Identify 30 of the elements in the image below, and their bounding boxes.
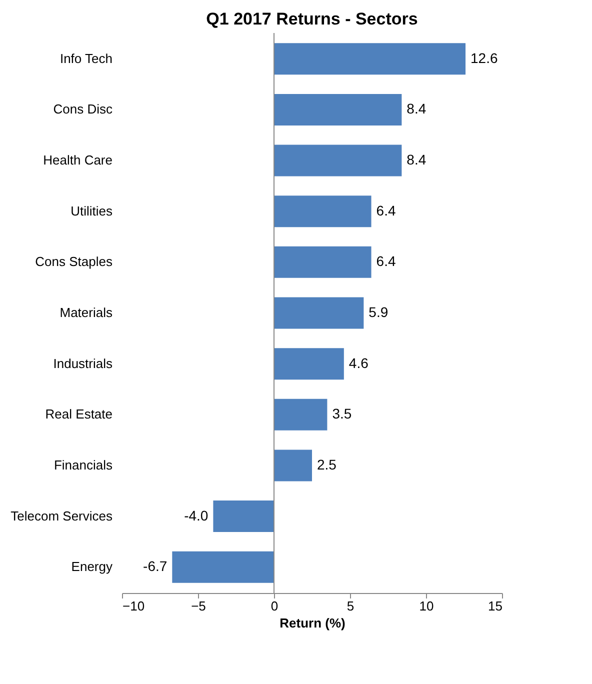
data-label: 3.5	[332, 406, 352, 422]
x-tick-label: 5	[346, 598, 354, 614]
x-tick-label: 10	[419, 598, 434, 614]
y-tick-label: Cons Staples	[35, 254, 113, 270]
x-tick-label: −5	[191, 598, 206, 614]
y-tick-label: Telecom Services	[10, 508, 113, 524]
y-tick-label: Utilities	[70, 203, 113, 218]
y-tick-label: Industrials	[53, 356, 113, 371]
data-label: 5.9	[368, 304, 388, 320]
x-tick-label: 0	[270, 598, 278, 614]
data-label: 12.6	[470, 50, 498, 66]
y-tick-label: Energy	[71, 559, 113, 574]
y-tick-label: Materials	[60, 305, 113, 320]
data-label: 6.4	[376, 253, 396, 270]
x-tick-label: 15	[488, 598, 502, 614]
y-tick-label: Health Care	[43, 152, 112, 168]
data-label: -6.7	[143, 558, 168, 574]
data-label: 6.4	[376, 202, 396, 218]
data-label: 2.5	[317, 456, 337, 472]
data-label: 8.4	[406, 100, 426, 117]
x-axis-title: Return (%)	[280, 616, 346, 630]
data-label: 4.6	[348, 354, 369, 371]
y-tick-label: Cons Disc	[53, 102, 113, 117]
x-tick-label: −10	[122, 598, 145, 614]
chart-title: Q1 2017 Returns - Sectors	[206, 10, 418, 28]
data-label: 8.4	[406, 152, 426, 168]
y-tick-label: Info Tech	[60, 50, 112, 66]
y-tick-label: Financials	[54, 457, 113, 472]
data-label: -4.0	[184, 507, 208, 524]
y-tick-label: Real Estate	[45, 406, 112, 422]
